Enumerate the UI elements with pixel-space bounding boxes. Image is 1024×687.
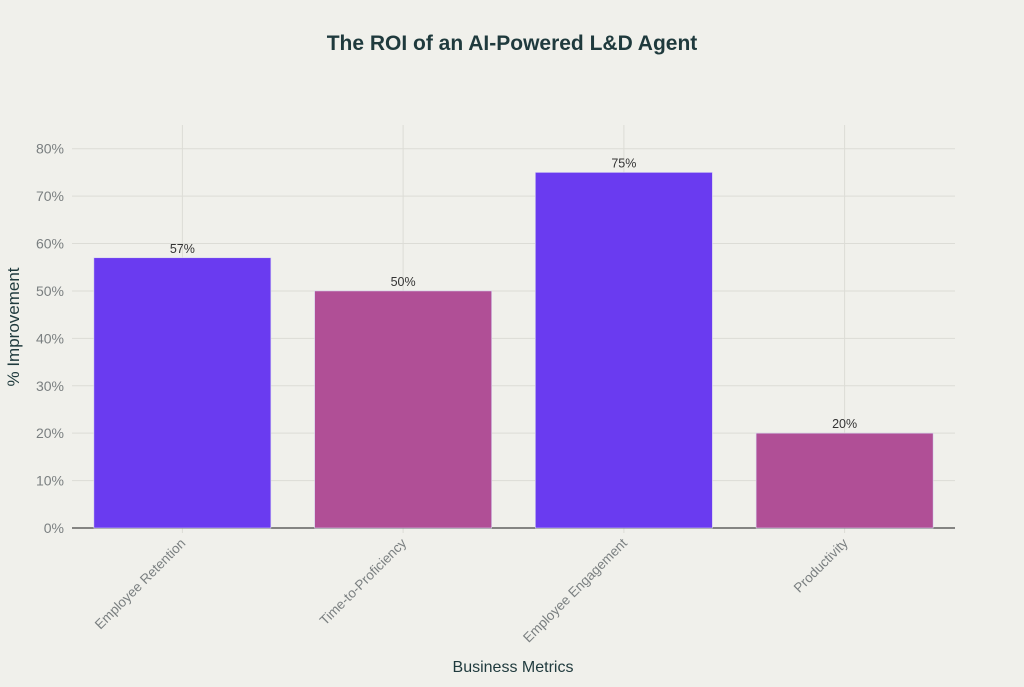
data-label: 57% [170, 242, 195, 256]
y-axis-ticks: 0% 10% 20% 30% 40% 50% 60% 70% 80% [36, 141, 64, 536]
y-tick-label: 40% [36, 330, 64, 346]
data-label: 20% [832, 417, 857, 431]
data-label: 75% [611, 156, 636, 170]
x-tick-label: Time-to-Proficiency [317, 535, 410, 628]
bars [93, 172, 934, 529]
x-tick-label: Productivity [791, 535, 851, 595]
bar [93, 257, 272, 529]
y-tick-label: 10% [36, 473, 64, 489]
y-tick-label: 50% [36, 283, 64, 299]
x-tick-label: Employee Engagement [520, 535, 630, 645]
x-axis-label: Business Metrics [453, 659, 574, 676]
y-tick-label: 20% [36, 425, 64, 441]
y-tick-label: 60% [36, 236, 64, 252]
y-axis-label: % Improvement [4, 267, 23, 386]
data-label: 50% [391, 275, 416, 289]
bar [314, 290, 492, 529]
data-labels: 57% 50% 75% 20% [170, 156, 857, 431]
x-axis-ticks: Employee Retention Time-to-Proficiency Emp… [92, 535, 851, 645]
bar [535, 172, 713, 529]
y-tick-label: 70% [36, 188, 64, 204]
x-tick-label: Employee Retention [92, 536, 189, 633]
y-tick-label: 80% [36, 141, 64, 157]
bar [755, 432, 934, 529]
y-tick-label: 30% [36, 378, 64, 394]
chart-title: The ROI of an AI-Powered L&D Agent [327, 32, 698, 55]
y-tick-label: 0% [44, 520, 64, 536]
